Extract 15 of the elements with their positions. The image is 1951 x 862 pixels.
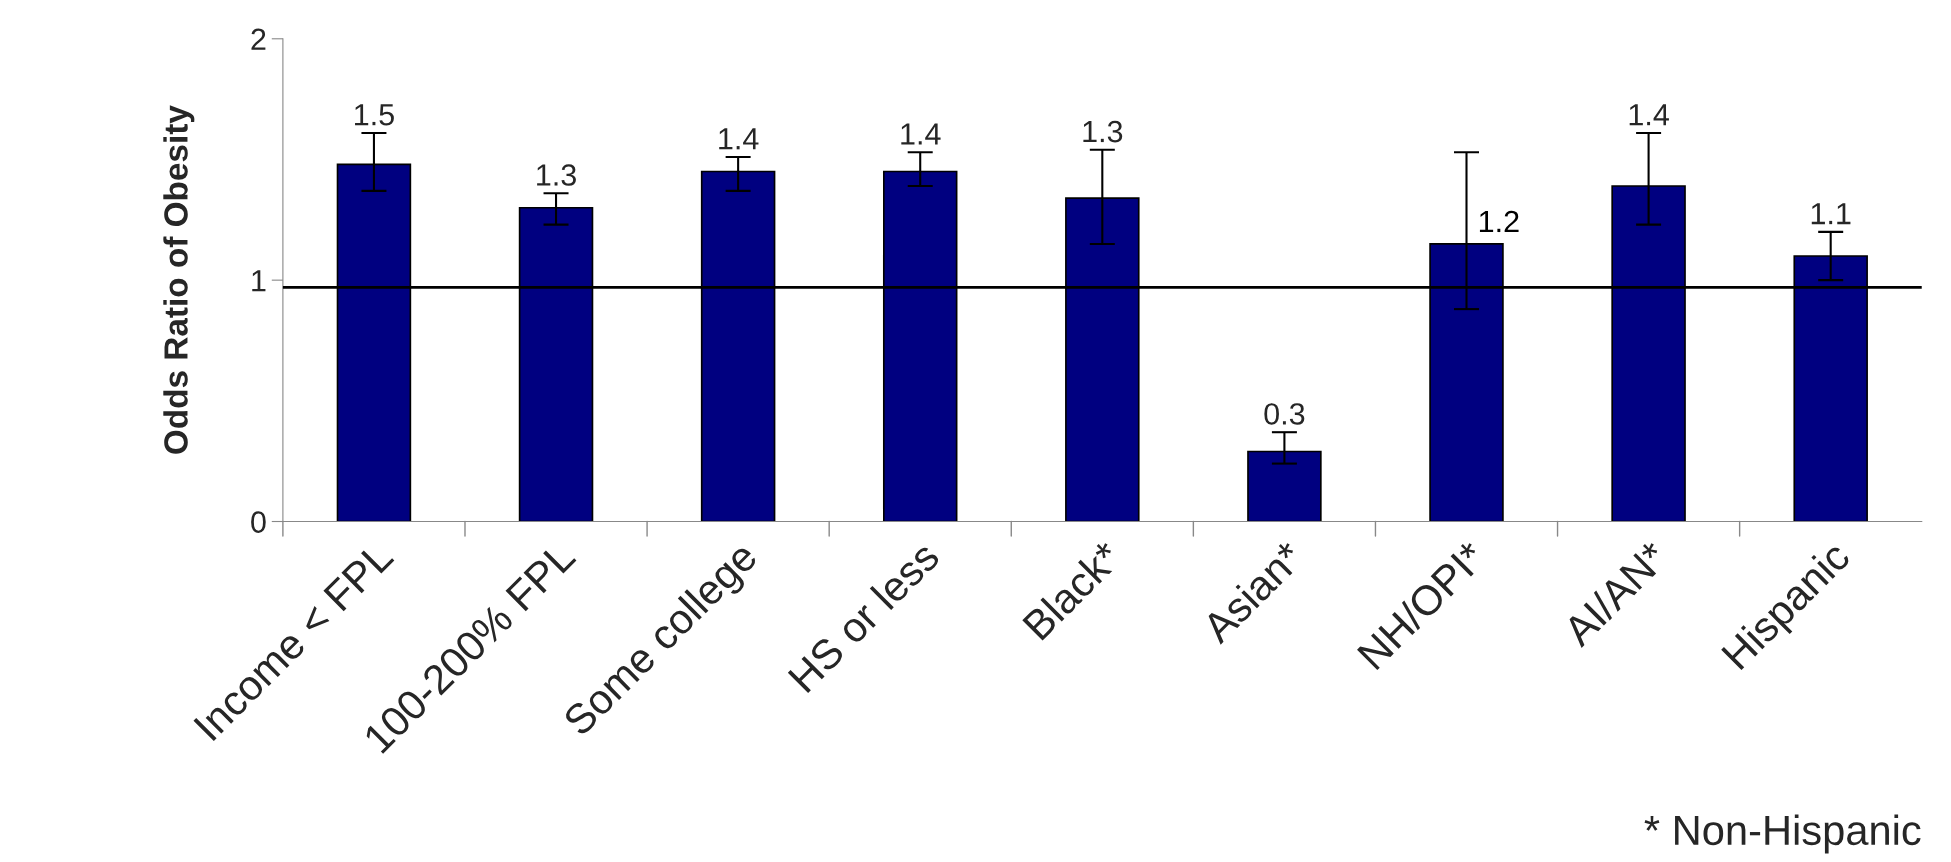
data-label: 1.3 — [537, 164, 576, 186]
x-tick-label: HS or less — [786, 539, 941, 694]
data-label: 1.4 — [719, 128, 759, 150]
y-tick-label: 1 — [252, 270, 266, 292]
data-label: 1.3 — [1083, 120, 1123, 143]
data-label: 0.3 — [1264, 403, 1305, 425]
y-axis-title: Odds Ratio of Obesity — [163, 105, 195, 454]
data-label: 1.5 — [355, 104, 394, 126]
data-label: 1.1 — [1811, 203, 1851, 225]
data-label: 1.4 — [901, 123, 941, 145]
text: * Non-Hispanic — [1644, 814, 1921, 854]
data-label: 1.4 — [1629, 104, 1669, 126]
data-label: 1.2 — [1479, 210, 1519, 233]
y-tick-label: 2 — [251, 28, 266, 50]
y-tick-label: 0 — [251, 511, 266, 533]
